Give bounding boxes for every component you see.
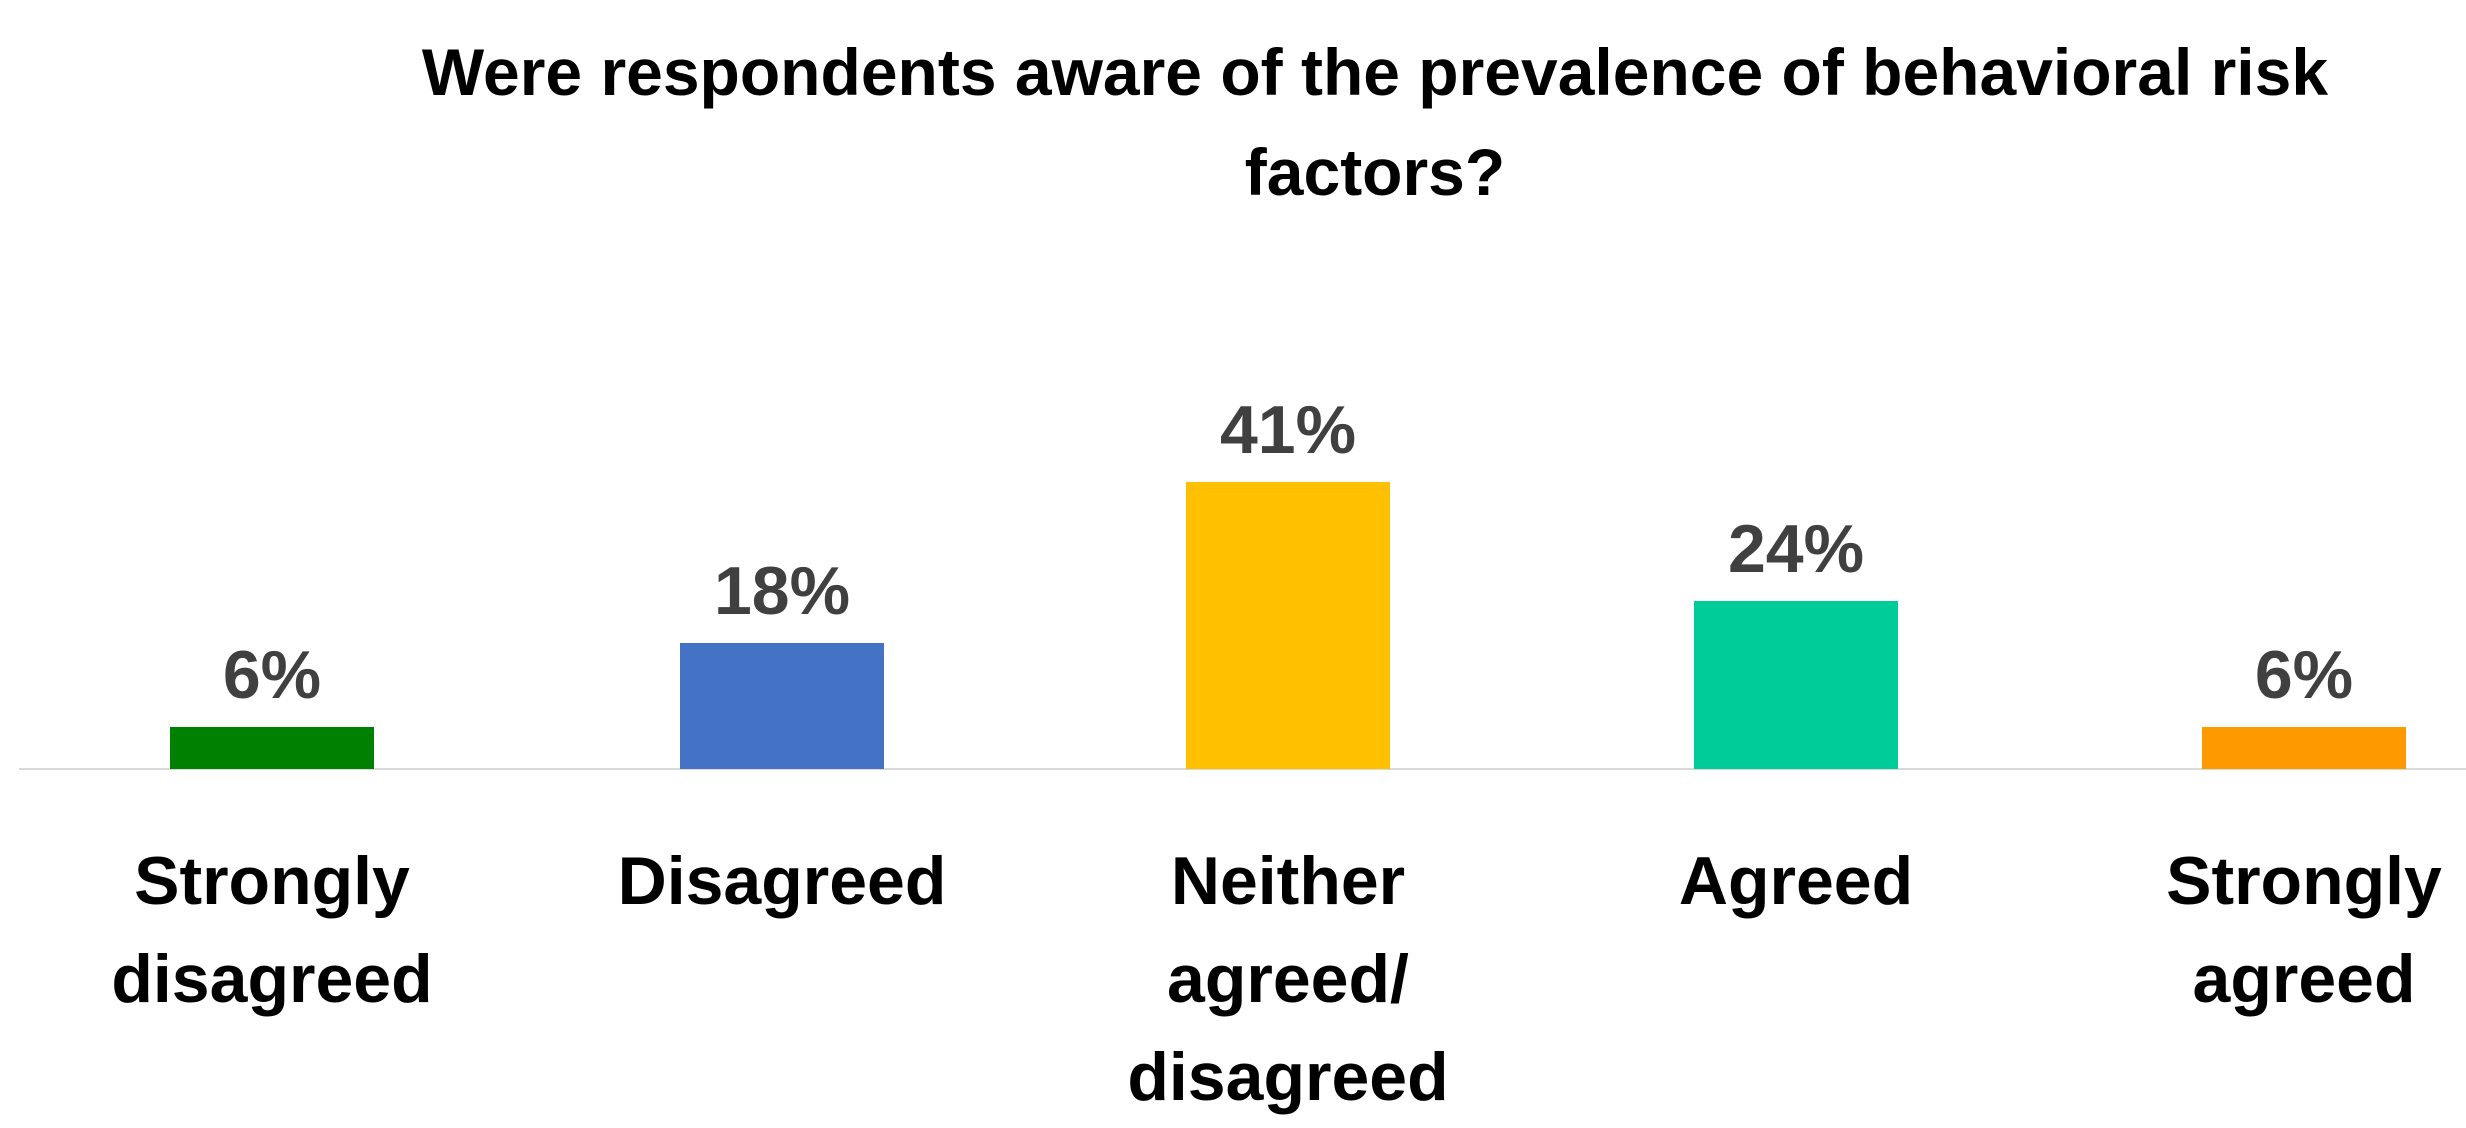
- value-label: 24%: [1727, 511, 1865, 587]
- bar: [2202, 727, 2406, 769]
- value-label: 41%: [1219, 392, 1357, 468]
- chart-title: Were respondents aware of the prevalence…: [421, 35, 2329, 209]
- value-label: 18%: [713, 553, 851, 629]
- bar: [170, 727, 374, 769]
- value-label: 6%: [2254, 637, 2354, 713]
- category-label: Agreed: [1678, 843, 1914, 919]
- category-label: Neither agreed/ disagreed: [1127, 843, 1449, 1115]
- category-label: Strongly disagreed: [111, 843, 433, 1017]
- value-label: 6%: [222, 637, 322, 713]
- bar: [1694, 601, 1898, 769]
- category-label: Disagreed: [617, 843, 947, 919]
- bar: [1186, 482, 1390, 769]
- category-label: Strongly agreed: [2166, 843, 2442, 1017]
- bar: [680, 643, 884, 769]
